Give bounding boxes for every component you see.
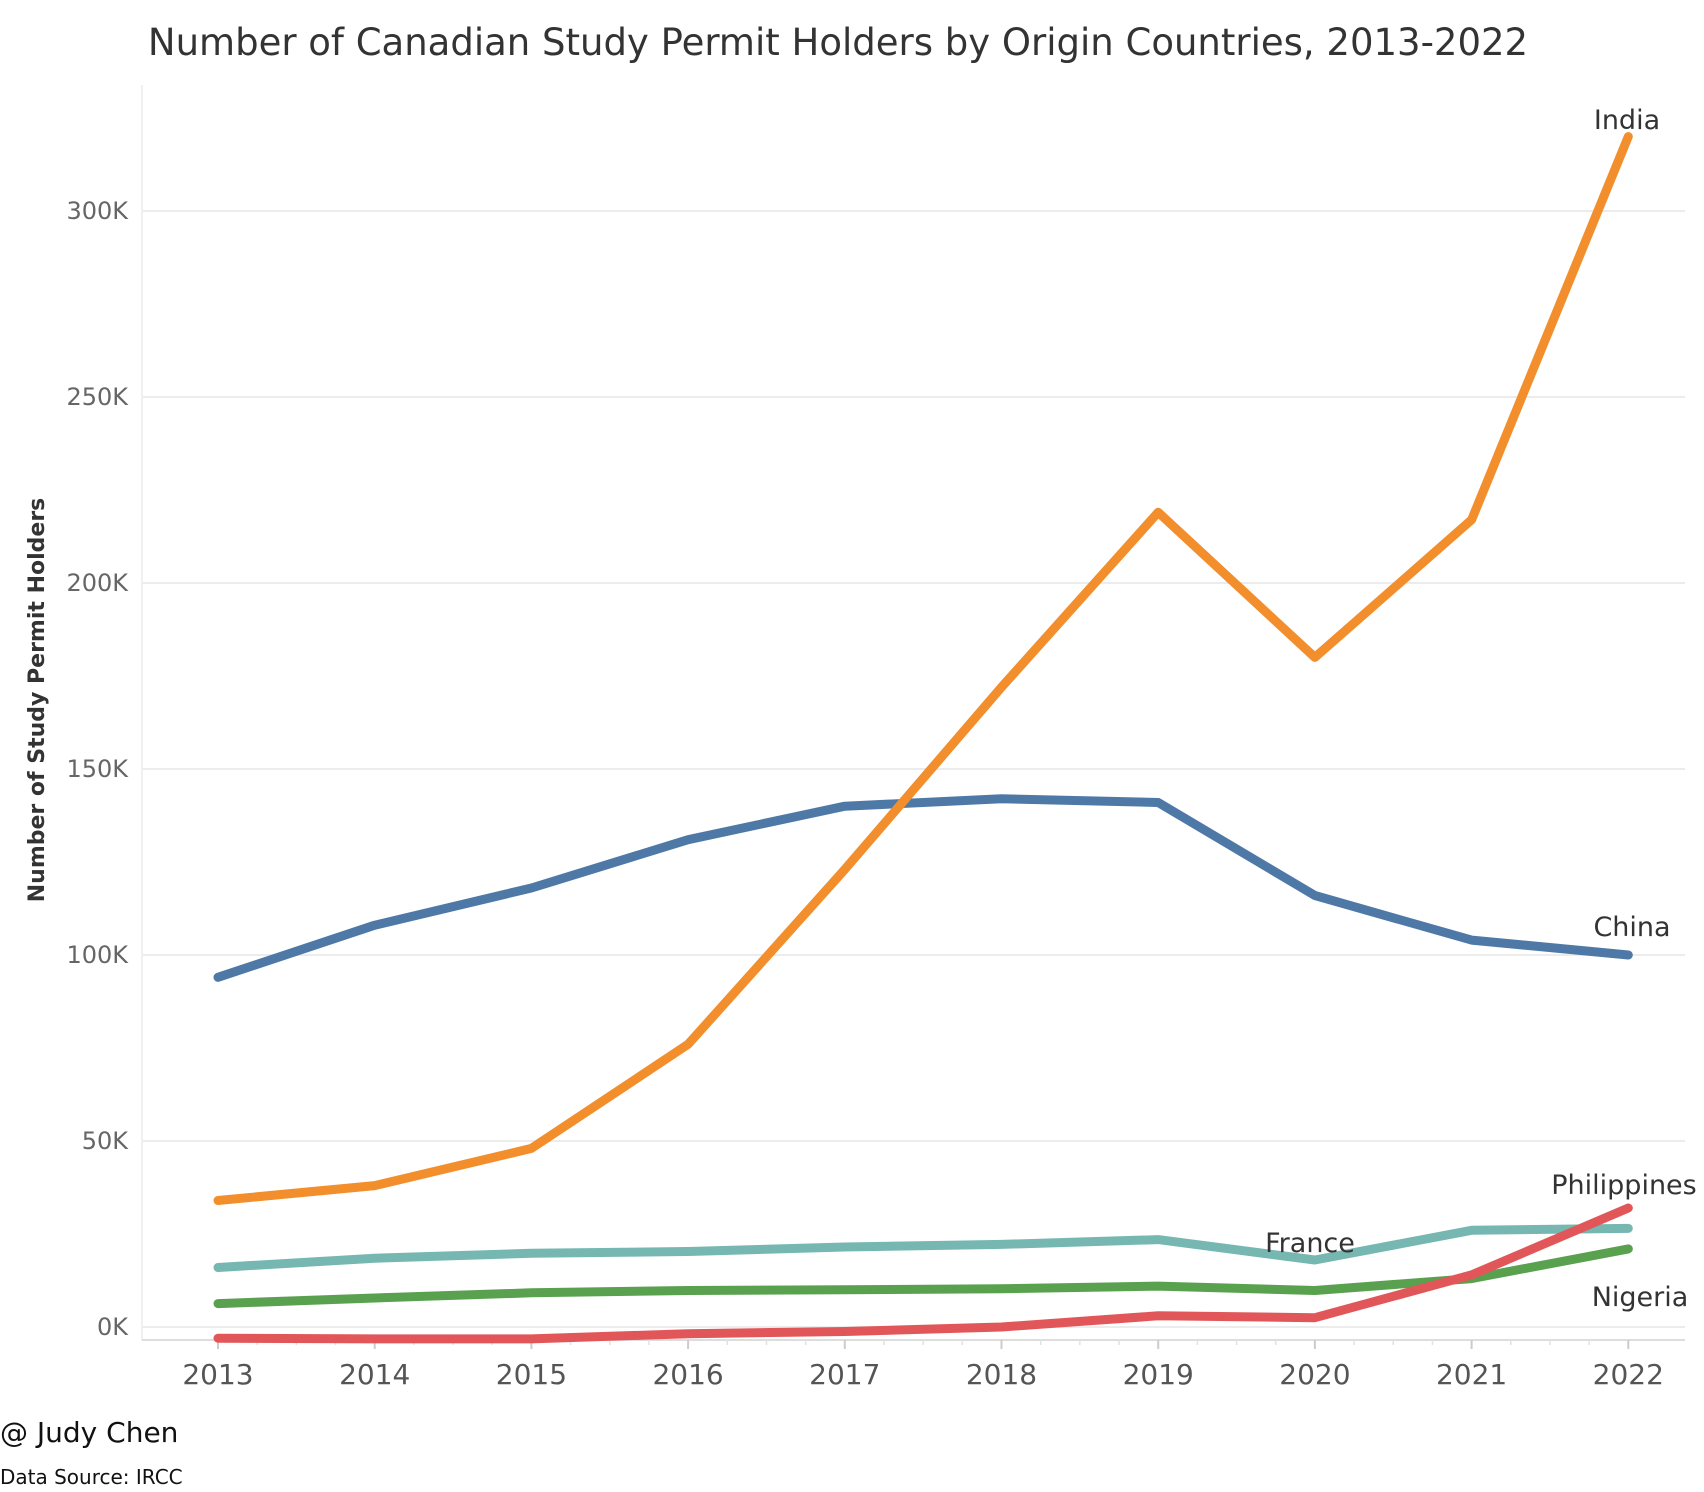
y-axis-label: Number of Study Permit Holders xyxy=(25,498,50,903)
y-tick-label: 150K xyxy=(66,755,129,783)
series-label-philippines: Philippines xyxy=(1551,1170,1696,1201)
y-axis-ticks: 0K 50K 100K 150K 200K 250K 300K xyxy=(66,197,129,1341)
x-tick-label: 2016 xyxy=(652,1358,723,1391)
x-tick-label: 2019 xyxy=(1123,1358,1194,1391)
x-tick-label: 2017 xyxy=(809,1358,880,1391)
y-tick-label: 100K xyxy=(66,941,129,969)
series-line-china xyxy=(213,794,1633,982)
x-axis: 2013 2014 2015 2016 2017 2018 2019 2020 2021 2022 xyxy=(142,1339,1685,1391)
y-tick-label: 250K xyxy=(66,383,129,411)
series-label-nigeria: Nigeria xyxy=(1592,1282,1689,1313)
y-tick-label: 200K xyxy=(66,569,129,597)
series-label-france: France xyxy=(1265,1228,1355,1259)
x-tick-label: 2022 xyxy=(1593,1358,1664,1391)
series-line-france xyxy=(213,1223,1633,1272)
series-line-india xyxy=(213,132,1633,1205)
y-tick-label: 0K xyxy=(97,1313,129,1341)
chart-title: Number of Canadian Study Permit Holders … xyxy=(148,21,1528,64)
y-tick-label: 50K xyxy=(82,1127,130,1155)
series-lines xyxy=(213,132,1633,1344)
x-tick-label: 2013 xyxy=(182,1358,253,1391)
x-tick-label: 2015 xyxy=(496,1358,567,1391)
x-tick-label: 2021 xyxy=(1436,1358,1507,1391)
series-line-nigeria xyxy=(213,1244,1633,1309)
y-tick-label: 300K xyxy=(66,197,129,225)
series-labels: India China France Philippines Nigeria xyxy=(1265,105,1697,1313)
author-credit: @ Judy Chen xyxy=(0,1416,179,1449)
series-label-china: China xyxy=(1593,912,1670,943)
gridlines xyxy=(141,85,1685,1340)
x-tick-label: 2018 xyxy=(966,1358,1037,1391)
x-tick-label: 2020 xyxy=(1279,1358,1350,1391)
series-label-india: India xyxy=(1594,105,1660,136)
x-tick-label: 2014 xyxy=(339,1358,410,1391)
data-source-note: Data Source: IRCC xyxy=(0,1465,183,1489)
series-line-philippines xyxy=(213,1203,1633,1344)
